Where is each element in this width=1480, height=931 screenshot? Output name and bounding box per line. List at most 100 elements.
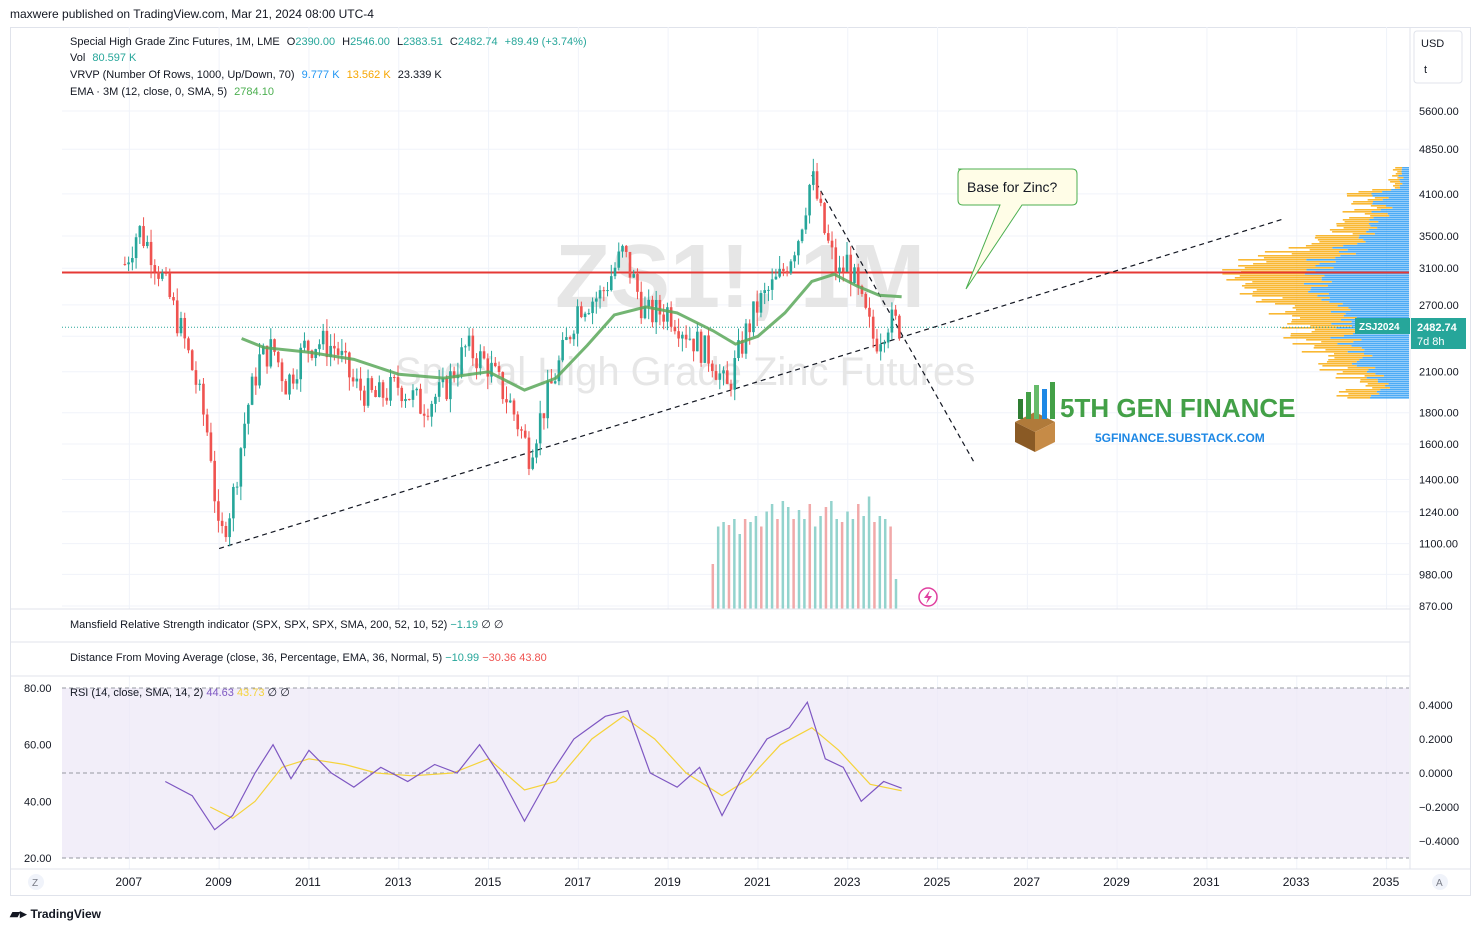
volume-profile-row-down: [1353, 201, 1374, 203]
chart-canvas[interactable]: ZS1!, 1M Special High Grade Zinc Futures…: [10, 27, 1471, 896]
candle-body: [755, 301, 759, 313]
price-axis-label: 4850.00: [1419, 144, 1459, 156]
mansfield-value: −1.19: [450, 619, 479, 631]
volume-profile-row-up: [1303, 283, 1409, 285]
mansfield-pane-title[interactable]: Mansfield Relative Strength indicator (S…: [70, 618, 503, 631]
candle-body: [138, 226, 142, 238]
dfma-pane-title[interactable]: Distance From Moving Average (close, 36,…: [70, 652, 547, 664]
volume-bar: [846, 511, 849, 609]
volume-profile-row-down: [1252, 291, 1309, 293]
vrvp-down: 13.562 K: [346, 69, 391, 81]
candle-body: [523, 430, 527, 438]
volume-profile-row-up: [1328, 293, 1409, 295]
volume-profile-row-up: [1337, 343, 1409, 345]
volume-profile-row-down: [1282, 297, 1330, 299]
candle-body: [482, 351, 486, 359]
candle-body: [718, 373, 722, 380]
rsi-pane: [62, 687, 1409, 859]
volume-profile-row-down: [1370, 205, 1387, 207]
candle-body: [553, 381, 557, 384]
candle-body: [883, 342, 886, 345]
volume-profile-row-down: [1336, 223, 1369, 225]
volume-profile-row-up: [1317, 295, 1409, 297]
volume-profile-row-up: [1372, 203, 1409, 205]
volume-profile-row-up: [1402, 183, 1409, 185]
legend-symbol[interactable]: Special High Grade Zinc Futures, 1M, LME: [70, 36, 280, 48]
volume-profile-row-down: [1268, 313, 1346, 315]
vol-value: 80.597 K: [92, 52, 137, 64]
candle-body: [602, 290, 606, 292]
volume-profile-row-up: [1382, 191, 1409, 193]
candle-body: [142, 226, 145, 247]
rsi-pane-title[interactable]: RSI (14, close, SMA, 14, 2) 44.63 43.73 …: [70, 686, 290, 699]
volume-profile-row-up: [1400, 181, 1409, 183]
volume-profile-row-down: [1275, 303, 1343, 305]
legend-ohlc: Special High Grade Zinc Futures, 1M, LME…: [70, 36, 587, 48]
candle-body: [733, 358, 737, 390]
volume-profile-row-up: [1347, 249, 1409, 251]
volume-profile-row-up: [1398, 175, 1409, 177]
candle-body: [445, 378, 448, 400]
candle-body: [209, 432, 213, 461]
candle-body: [662, 314, 665, 322]
candle-body: [333, 345, 336, 349]
zoom-right-button[interactable]: A: [1432, 874, 1448, 890]
volume-profile-row-down: [1397, 177, 1404, 179]
price-axis-label: 3500.00: [1419, 231, 1459, 243]
candle-body: [407, 399, 411, 401]
candle-body: [868, 307, 871, 317]
volume-profile-row-up: [1374, 233, 1409, 235]
candle-body: [460, 347, 463, 375]
tradingview-logo-icon: ▰▸: [10, 906, 27, 921]
volume-profile-row-up: [1376, 391, 1409, 393]
volume-profile-row-down: [1390, 181, 1401, 183]
candle-body: [651, 299, 654, 323]
volume-profile-row-down: [1292, 315, 1344, 317]
lightning-icon[interactable]: [918, 587, 938, 607]
volume-profile-row-down: [1328, 359, 1360, 361]
legend-volume[interactable]: Vol 80.597 K: [70, 52, 136, 64]
candle-body: [123, 263, 127, 265]
price-axis-label: 2700.00: [1419, 300, 1459, 312]
footer-brand-text: TradingView: [30, 907, 101, 921]
candle-body: [740, 340, 744, 354]
trendline-support: [218, 218, 1284, 550]
candle-body: [677, 331, 680, 339]
zoom-left-button[interactable]: Z: [28, 874, 44, 890]
candle-body: [490, 362, 493, 377]
volume-profile-row-up: [1345, 313, 1409, 315]
candle-body: [744, 323, 748, 354]
volume-profile-row-down: [1342, 371, 1367, 373]
volume-profile-row-down: [1358, 191, 1383, 193]
candle-body: [617, 251, 621, 268]
candle-body: [595, 298, 598, 302]
candle-body: [262, 345, 265, 355]
legend-vrvp[interactable]: VRVP (Number Of Rows, 1000, Up/Down, 70)…: [70, 69, 442, 81]
time-axis-label: 2031: [1193, 875, 1220, 889]
candle-body: [411, 390, 415, 400]
price-tag-price: 2482.74: [1417, 322, 1458, 334]
volume-profile-row-up: [1359, 235, 1409, 237]
candle-body: [898, 315, 901, 339]
candle-body: [512, 400, 516, 415]
volume-profile-row-down: [1336, 395, 1372, 397]
volume-profile-row-down: [1360, 379, 1378, 381]
volume-profile-row-up: [1399, 179, 1409, 181]
candle-body: [703, 335, 707, 363]
volume-profile-row-up: [1368, 229, 1409, 231]
volume-profile-row-down: [1222, 273, 1305, 275]
legend-ema[interactable]: EMA · 3M (12, close, 0, SMA, 5) 2784.10: [70, 86, 274, 98]
callout[interactable]: Base for Zinc?: [957, 168, 1078, 290]
rsi-e1: ∅: [267, 687, 278, 699]
volume-profile-row-up: [1353, 341, 1409, 343]
currency-selector[interactable]: USD t: [1413, 30, 1463, 84]
volume-profile-row-down: [1314, 237, 1359, 239]
footer-brand[interactable]: ▰▸ TradingView: [10, 906, 101, 922]
candle-body: [359, 378, 362, 391]
candle-body: [531, 457, 535, 469]
volume-bar: [776, 519, 779, 609]
volume-profile-row-down: [1332, 231, 1367, 233]
volume-profile-row-down: [1266, 261, 1336, 263]
volume-profile-row-down: [1367, 199, 1383, 201]
volume-profile-row-down: [1234, 277, 1322, 279]
